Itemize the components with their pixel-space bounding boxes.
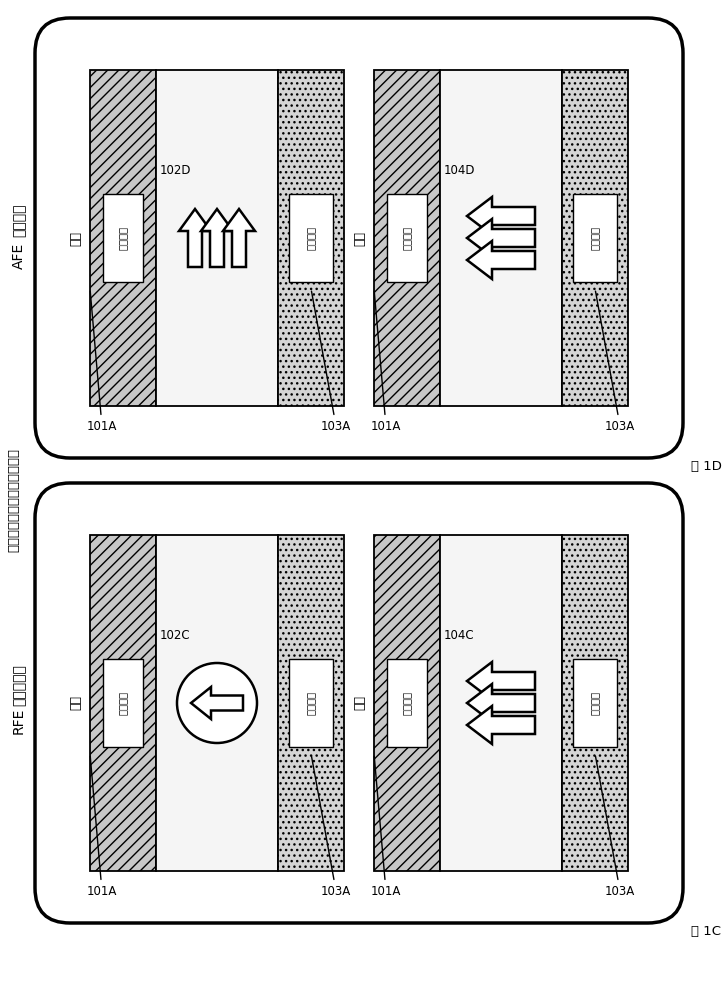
Polygon shape (201, 209, 233, 267)
Text: 101A: 101A (371, 756, 401, 898)
Bar (289, 659, 334, 747)
Text: 顶部电极: 顶部电极 (402, 691, 412, 715)
Text: 103A: 103A (311, 756, 351, 898)
Text: 底部电极: 底部电极 (306, 691, 316, 715)
Text: 104D: 104D (444, 164, 476, 177)
Text: RFE: RFE (12, 708, 26, 734)
Bar (374, 535, 440, 871)
Text: 104C: 104C (444, 629, 474, 642)
Bar (374, 70, 440, 406)
Polygon shape (179, 209, 211, 267)
Bar (440, 535, 562, 871)
Text: 反铁电性: 反铁电性 (12, 203, 26, 237)
Bar (289, 194, 334, 282)
Bar (440, 70, 562, 406)
Text: 102C: 102C (160, 629, 191, 642)
Text: 101A: 101A (87, 291, 117, 433)
Bar (103, 194, 144, 282)
Text: 无场: 无场 (69, 231, 82, 245)
Polygon shape (467, 197, 535, 235)
Text: 底部电极: 底部电极 (590, 226, 600, 250)
Polygon shape (467, 706, 535, 744)
Text: 103A: 103A (311, 291, 351, 433)
Polygon shape (467, 684, 535, 722)
Bar (573, 194, 617, 282)
Text: 102D: 102D (160, 164, 191, 177)
Text: 103A: 103A (596, 291, 635, 433)
FancyBboxPatch shape (35, 483, 683, 923)
Bar (562, 70, 628, 406)
Text: 101A: 101A (87, 756, 117, 898)
Text: 101A: 101A (371, 291, 401, 433)
Bar (573, 659, 617, 747)
FancyBboxPatch shape (35, 18, 683, 458)
Polygon shape (467, 662, 535, 700)
Text: 底部电极: 底部电极 (590, 691, 600, 715)
Bar (386, 194, 427, 282)
Text: AFE: AFE (12, 243, 26, 269)
Bar (156, 70, 278, 406)
Text: 顶部电极: 顶部电极 (118, 691, 128, 715)
Bar (562, 535, 628, 871)
Bar (278, 70, 344, 406)
Bar (90, 535, 156, 871)
Polygon shape (467, 241, 535, 279)
Text: 底部电极: 底部电极 (306, 226, 316, 250)
Text: 顶部电极: 顶部电极 (118, 226, 128, 250)
Text: 103A: 103A (596, 756, 635, 898)
Text: 弛豫铁电性: 弛豫铁电性 (12, 664, 26, 706)
Text: 取决于施加的电场的材料行为: 取决于施加的电场的材料行为 (7, 448, 20, 552)
Text: 顶部电极: 顶部电极 (402, 226, 412, 250)
Bar (90, 70, 156, 406)
Bar (156, 535, 278, 871)
Text: 有场: 有场 (353, 231, 366, 245)
Polygon shape (223, 209, 255, 267)
Text: 图 1C: 图 1C (691, 925, 721, 938)
Bar (278, 535, 344, 871)
Text: 无场: 无场 (69, 696, 82, 710)
Polygon shape (467, 219, 535, 257)
Circle shape (177, 663, 257, 743)
Polygon shape (191, 687, 243, 719)
Text: 有场: 有场 (353, 696, 366, 710)
Bar (386, 659, 427, 747)
Text: 图 1D: 图 1D (691, 460, 722, 473)
Bar (103, 659, 144, 747)
